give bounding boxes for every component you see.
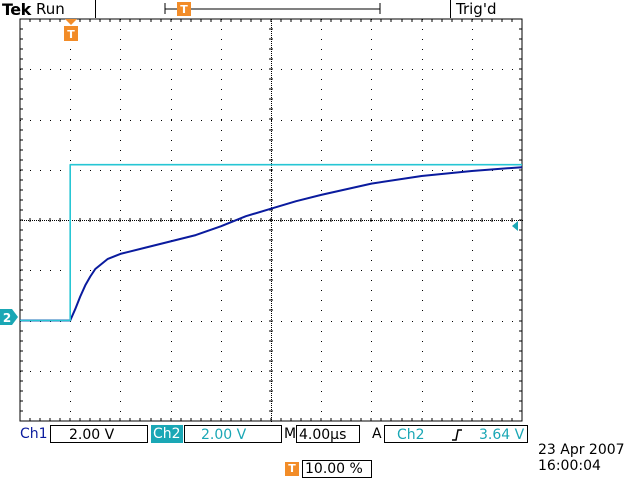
trigger-source: Ch2 — [397, 427, 425, 443]
status-bar: Tek Run Trig'd — [0, 0, 640, 20]
trigger-position-value: 10.00 % — [302, 460, 372, 478]
ch2-label[interactable]: Ch2 — [151, 425, 183, 443]
timebase-value[interactable]: 4.00µs — [296, 425, 360, 443]
traces — [20, 163, 523, 322]
trigger-readout[interactable]: Ch2 3.64 V — [384, 425, 528, 443]
trigger-mode: A — [372, 426, 382, 442]
trigger-level: 3.64 V — [479, 427, 525, 443]
ch2-scale[interactable]: 2.00 V — [184, 425, 282, 443]
rising-edge-icon — [452, 429, 462, 441]
date: 23 Apr 2007 — [538, 442, 625, 458]
acquisition-state: Run — [36, 0, 65, 18]
divider — [450, 0, 451, 18]
trigger-position-readout[interactable]: T 10.00 % — [285, 460, 372, 478]
graticule-grid — [19, 18, 523, 422]
ch2-ground-marker[interactable]: 2 — [0, 309, 18, 325]
ch1-trace — [20, 166, 523, 322]
ch1-scale[interactable]: 2.00 V — [50, 425, 148, 443]
timebase-label: M — [284, 426, 297, 442]
record-view-bar: T — [164, 2, 381, 16]
divider — [95, 0, 96, 18]
trigger-position-marker[interactable]: T — [64, 19, 78, 41]
trigger-level-marker[interactable] — [512, 221, 518, 231]
svg-text:2: 2 — [3, 311, 11, 325]
ch1-label[interactable]: Ch1 — [20, 426, 48, 442]
brand-logo: Tek — [2, 0, 31, 19]
waveform-display: T T 2 — [0, 2, 523, 422]
timestamp: 23 Apr 2007 16:00:04 — [538, 442, 625, 474]
time: 16:00:04 — [538, 458, 601, 474]
svg-text:T: T — [180, 3, 188, 16]
record-trigger-icon — [177, 2, 191, 16]
ch2-trace — [20, 163, 522, 322]
trigger-status: Trig'd — [456, 0, 497, 18]
readout-panel: Ch1 2.00 V Ch2 2.00 V M 4.00µs A Ch2 3.6… — [0, 422, 640, 480]
svg-text:T: T — [67, 28, 75, 41]
trigger-icon: T — [285, 462, 299, 476]
